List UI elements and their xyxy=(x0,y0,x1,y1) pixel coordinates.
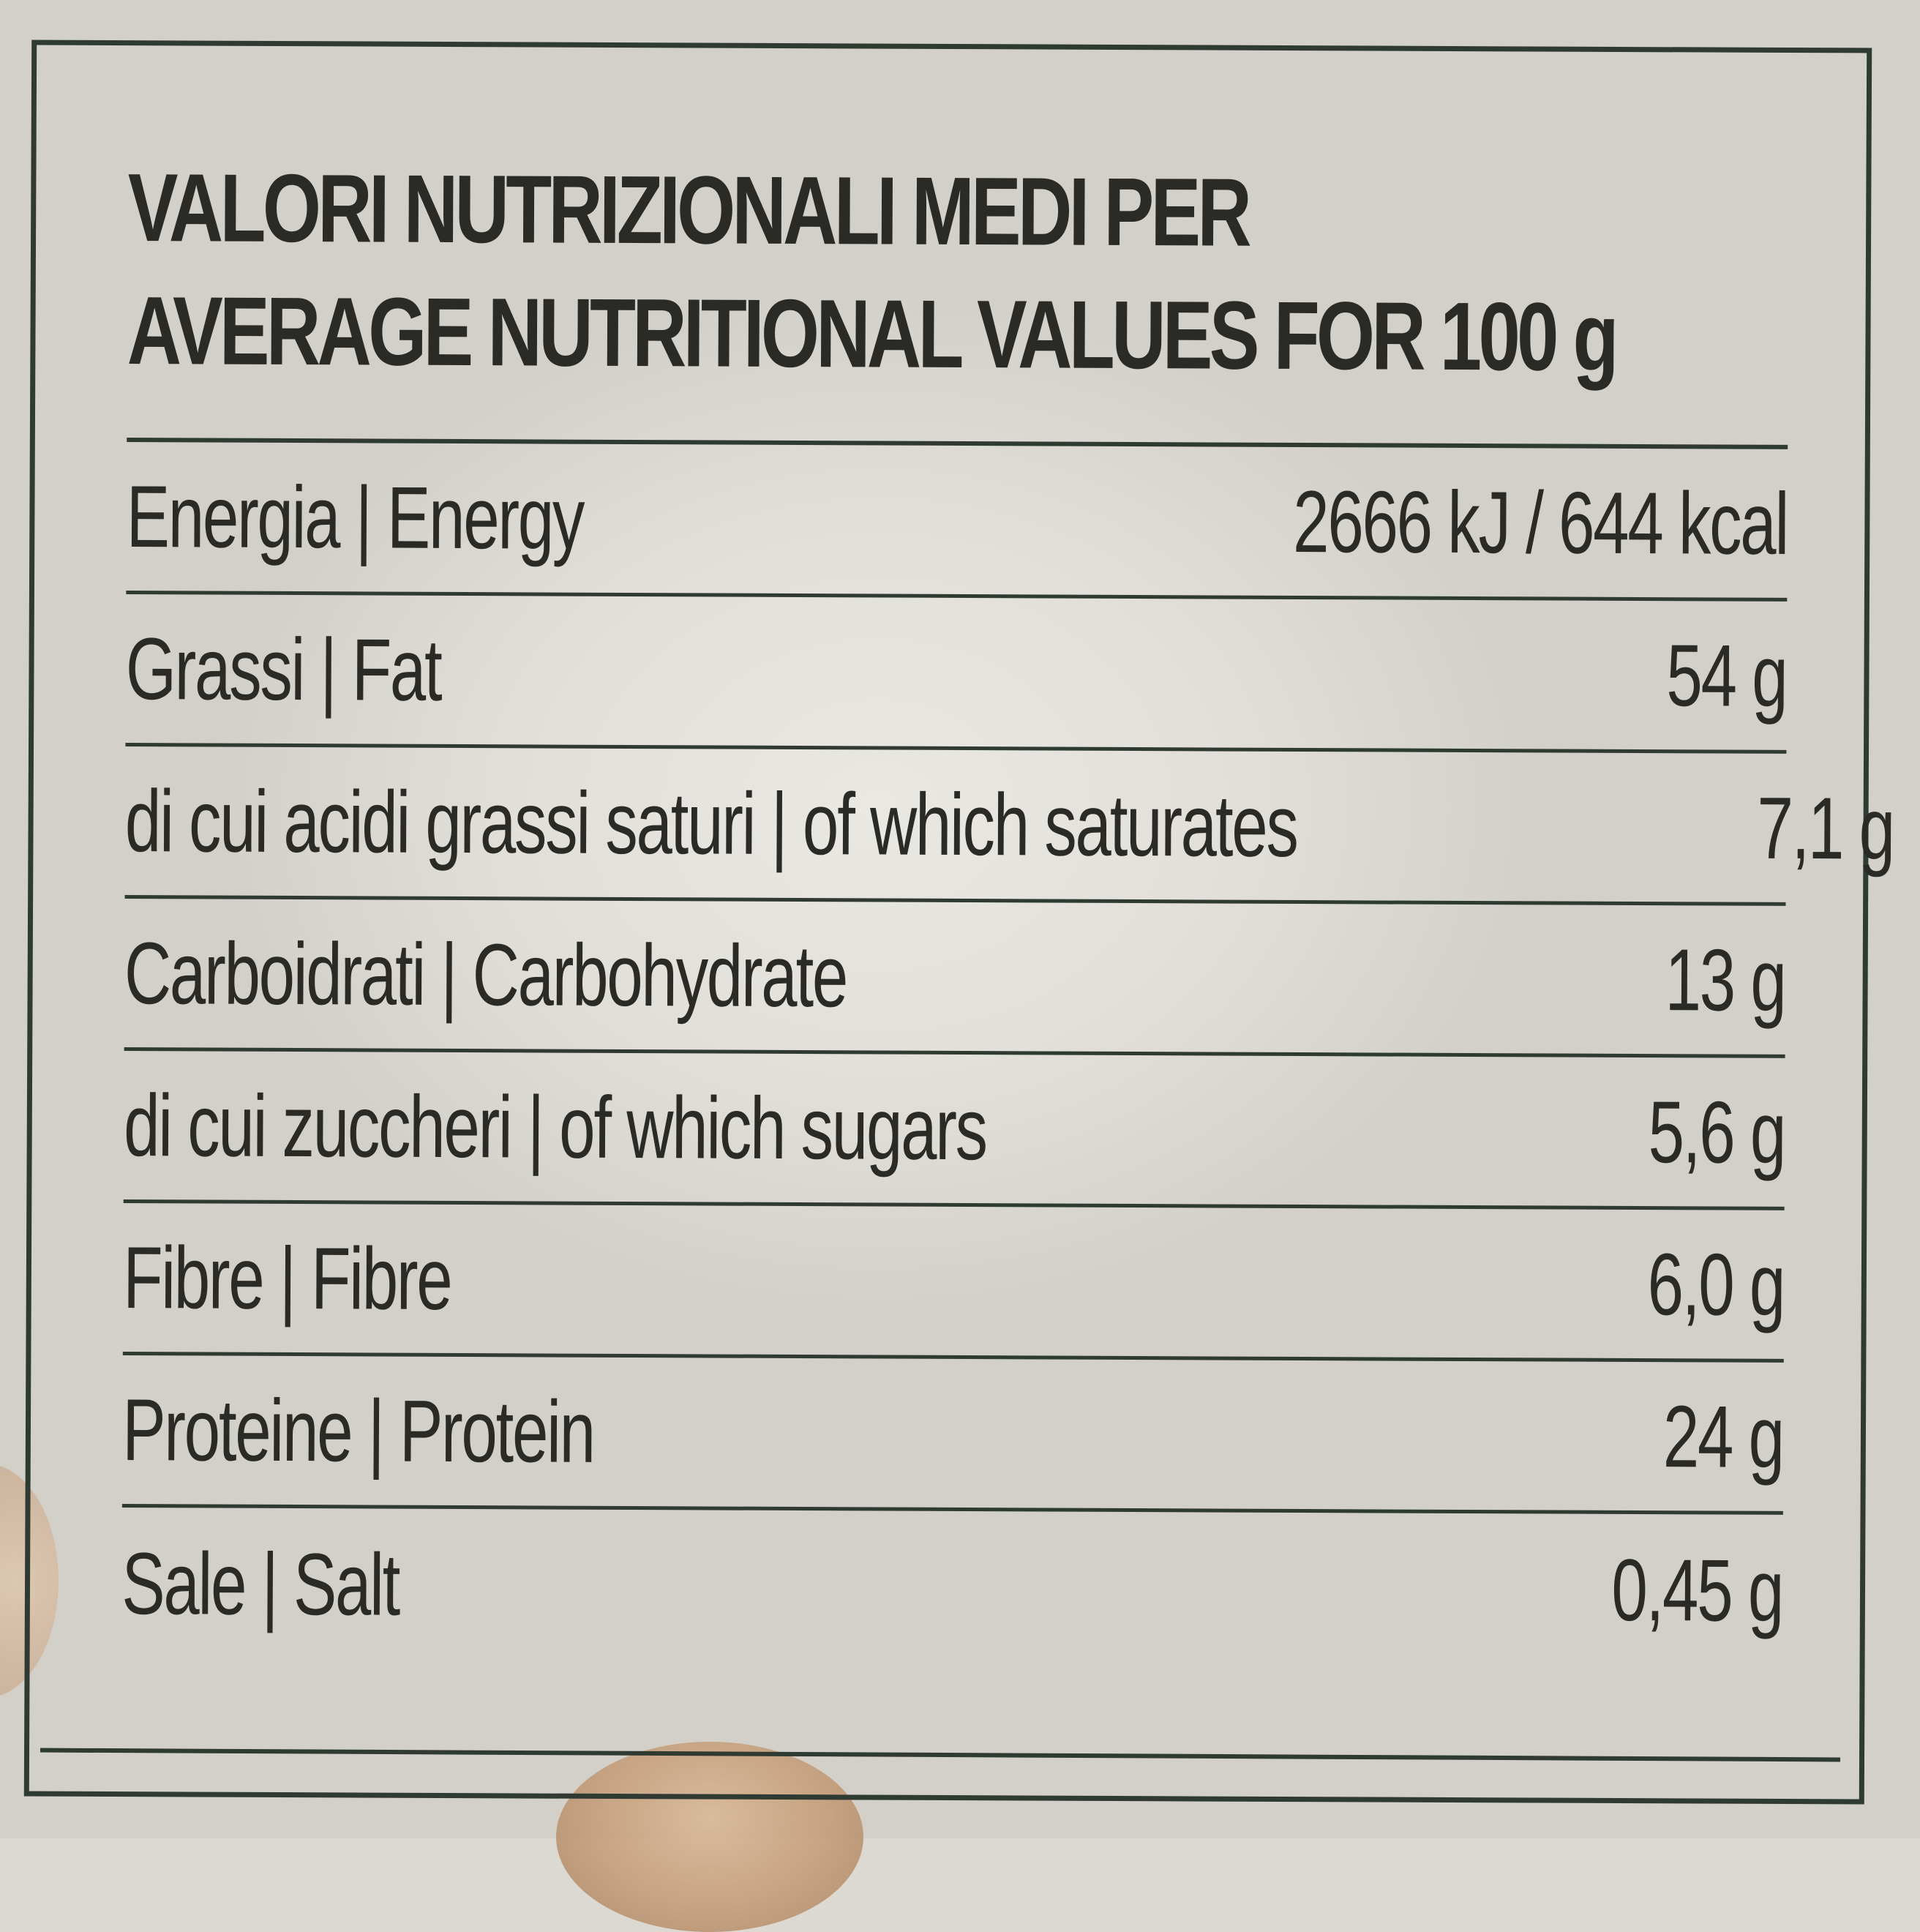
row-label: di cui acidi grassi saturi | of which sa… xyxy=(124,771,1297,875)
row-value: 0,45 g xyxy=(1611,1540,1783,1640)
table-row-salt: Sale | Salt 0,45 g xyxy=(121,1508,1783,1667)
table-row-energy: Energia | Energy 2666 kJ / 644 kcal xyxy=(126,441,1788,602)
title-line-italian: VALORI NUTRIZIONALI MEDI PER xyxy=(127,153,1249,266)
row-value: 24 g xyxy=(1663,1387,1784,1486)
table-row-fibre: Fibre | Fibre 6,0 g xyxy=(122,1202,1785,1363)
row-label: Energia | Energy xyxy=(126,467,584,568)
row-value: 6,0 g xyxy=(1647,1235,1785,1334)
row-label: di cui zuccheri | of which sugars xyxy=(123,1076,987,1178)
nutrition-table: VALORI NUTRIZIONALI MEDI PER AVERAGE NUT… xyxy=(121,146,1894,1667)
table-row-sugars: di cui zuccheri | of which sugars 5,6 g xyxy=(123,1050,1785,1210)
row-label: Grassi | Fat xyxy=(125,619,441,719)
row-value: 7,1 g xyxy=(1756,779,1894,878)
photo-background xyxy=(0,0,1920,1838)
table-title: VALORI NUTRIZIONALI MEDI PER AVERAGE NUT… xyxy=(127,146,1783,400)
row-value: 2666 kJ / 644 kcal xyxy=(1292,472,1788,573)
row-label: Carboidrati | Carbohydrate xyxy=(124,924,847,1025)
row-value: 54 g xyxy=(1666,626,1788,725)
table-row-protein: Proteine | Protein 24 g xyxy=(121,1355,1784,1515)
row-label: Sale | Salt xyxy=(121,1534,400,1634)
row-value: 13 g xyxy=(1665,930,1786,1030)
table-row-carbohydrate: Carboidrati | Carbohydrate 13 g xyxy=(124,898,1786,1058)
table-rows: Energia | Energy 2666 kJ / 644 kcal Gras… xyxy=(121,441,1894,1667)
row-label: Fibre | Fibre xyxy=(122,1228,451,1328)
row-label: Proteine | Protein xyxy=(122,1380,595,1481)
title-line-english: AVERAGE NUTRITIONAL VALUES FOR 100 g xyxy=(127,276,1616,391)
row-value: 5,6 g xyxy=(1648,1082,1785,1182)
table-row-fat: Grassi | Fat 54 g xyxy=(125,594,1788,754)
table-row-saturates: di cui acidi grassi saturi | of which sa… xyxy=(124,746,1894,906)
